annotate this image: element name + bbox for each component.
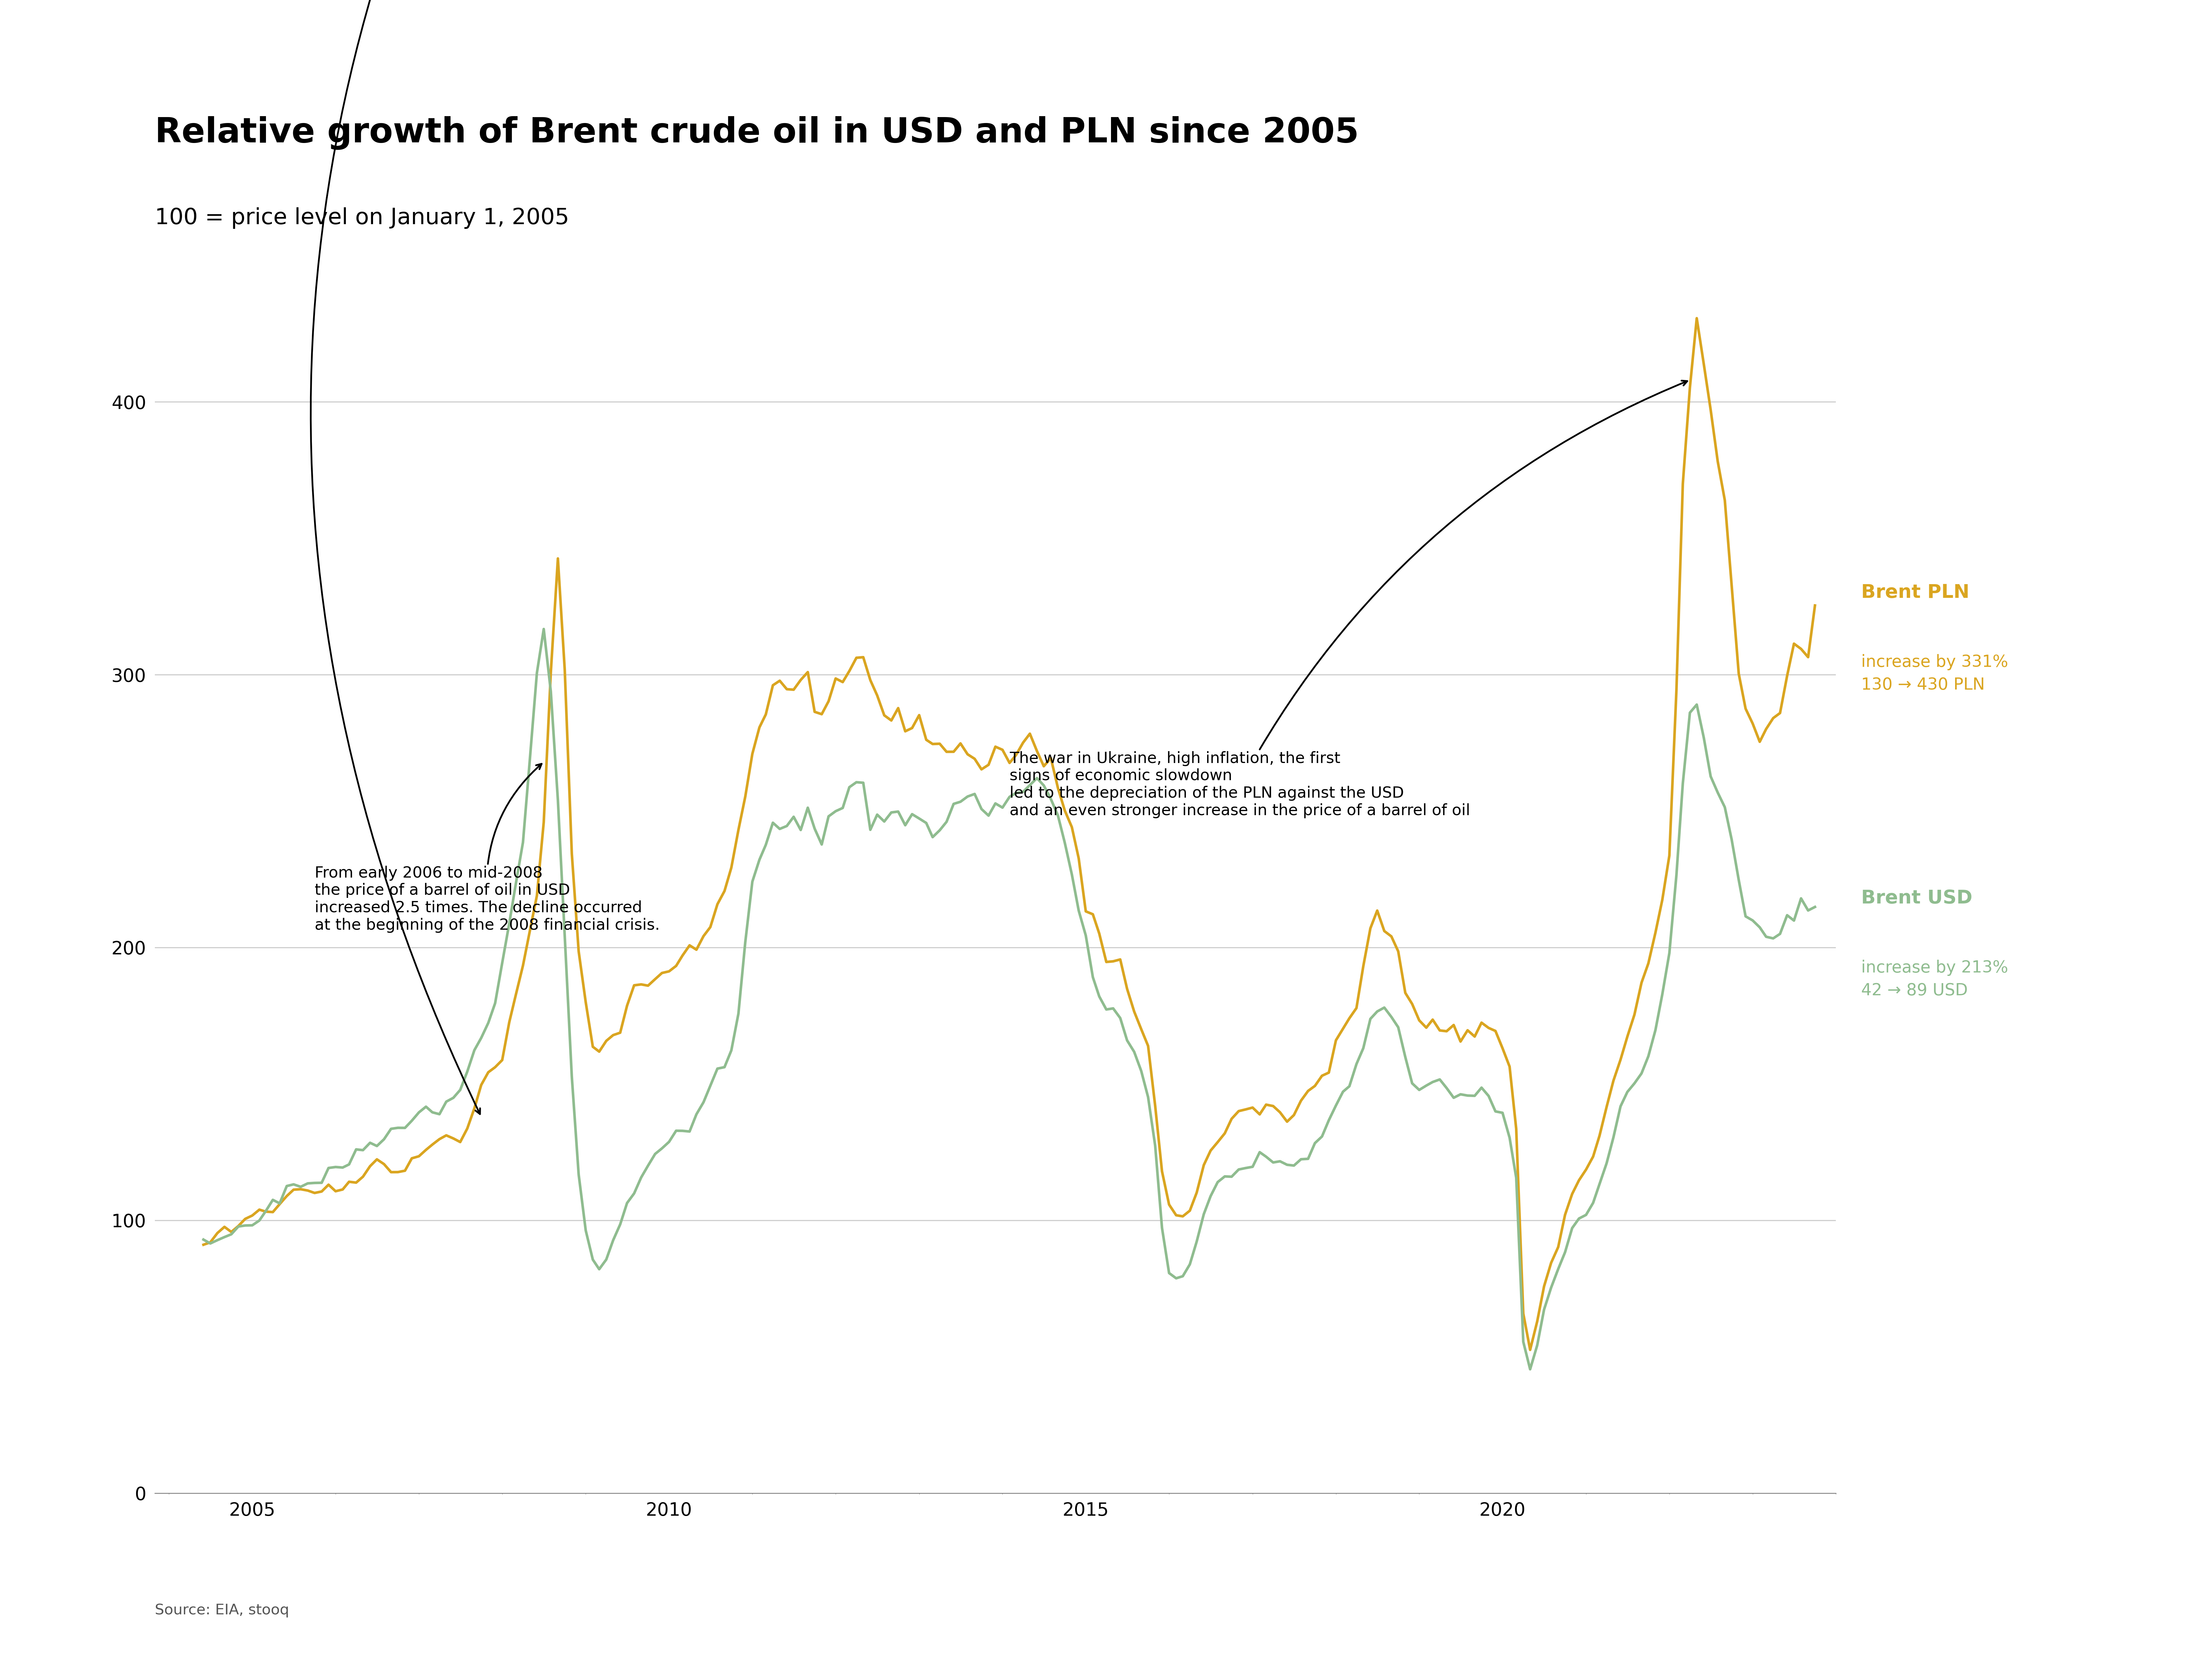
Text: Brent PLN: Brent PLN <box>1860 584 1969 602</box>
Text: Brent USD: Brent USD <box>1860 889 1973 907</box>
Text: increase by 213%
42 → 89 USD: increase by 213% 42 → 89 USD <box>1860 961 2008 999</box>
Text: From early 2006 to mid-2008
the price of a barrel of oil in USD
increased 2.5 ti: From early 2006 to mid-2008 the price of… <box>314 763 659 932</box>
Text: Relative growth of Brent crude oil in USD and PLN since 2005: Relative growth of Brent crude oil in US… <box>155 116 1358 149</box>
Text: The złoty in the times before the financial crisis
appreciated against the US do: The złoty in the times before the financ… <box>232 0 774 1115</box>
Text: Source: EIA, stooq: Source: EIA, stooq <box>155 1604 290 1618</box>
Text: increase by 331%
130 → 430 PLN: increase by 331% 130 → 430 PLN <box>1860 654 2008 693</box>
Text: The war in Ukraine, high inflation, the first
signs of economic slowdown
led to : The war in Ukraine, high inflation, the … <box>1009 380 1688 818</box>
Text: 100 = price level on January 1, 2005: 100 = price level on January 1, 2005 <box>155 207 568 229</box>
